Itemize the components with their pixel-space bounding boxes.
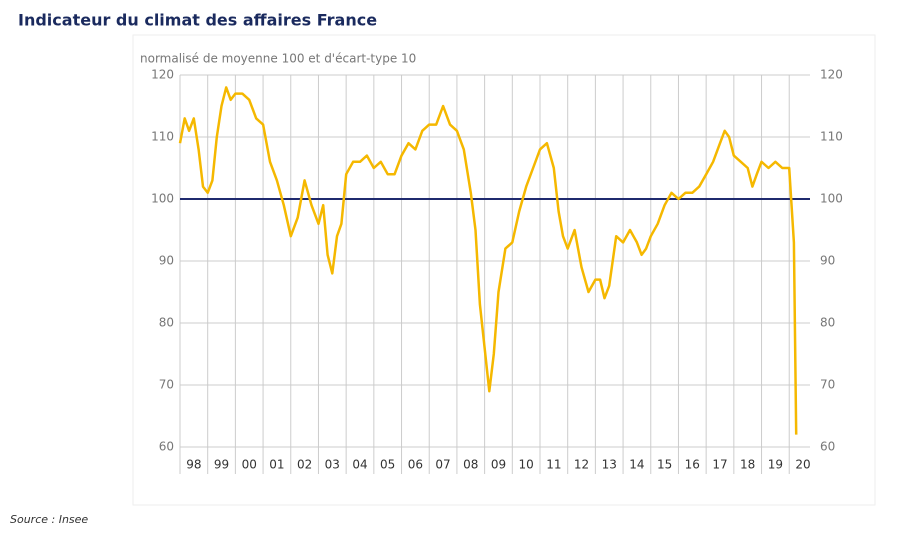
x-tick-label: 06 [408,458,423,472]
x-tick-label: 12 [574,458,589,472]
x-tick-label: 14 [629,458,644,472]
x-tick-label: 00 [242,458,257,472]
x-tick-label: 07 [435,458,450,472]
x-tick-label: 09 [491,458,506,472]
chart-subtitle: normalisé de moyenne 100 et d'écart-type… [140,52,416,66]
x-tick-label: 08 [463,458,478,472]
x-tick-label: 01 [269,458,284,472]
x-tick-label: 11 [546,458,561,472]
x-tick-label: 20 [795,458,810,472]
y2-tick-label: 60 [820,440,835,454]
y-tick-label: 110 [151,130,174,144]
x-tick-label: 19 [768,458,783,472]
x-tick-label: 99 [214,458,229,472]
y-tick-label: 70 [159,378,174,392]
y-tick-label: 60 [159,440,174,454]
x-tick-label: 18 [740,458,755,472]
chart-title: Indicateur du climat des affaires France [18,11,377,30]
y2-tick-label: 120 [820,68,843,82]
source: Source : Insee [10,513,88,526]
y-tick-label: 90 [159,254,174,268]
y-tick-label: 80 [159,316,174,330]
x-tick-label: 17 [712,458,727,472]
y-tick-label: 100 [151,192,174,206]
x-tick-label: 03 [325,458,340,472]
x-tick-label: 04 [352,458,367,472]
x-tick-label: 15 [657,458,672,472]
x-tick-label: 16 [685,458,700,472]
chart-panel [132,34,876,506]
x-tick-label: 98 [186,458,201,472]
y-tick-label: 120 [151,68,174,82]
y2-tick-label: 110 [820,130,843,144]
x-tick-label: 05 [380,458,395,472]
x-tick-label: 10 [519,458,534,472]
y2-tick-label: 100 [820,192,843,206]
y2-tick-label: 70 [820,378,835,392]
y2-tick-label: 90 [820,254,835,268]
x-tick-label: 13 [602,458,617,472]
data-line [178,86,798,435]
x-tick-label: 02 [297,458,312,472]
y2-tick-label: 80 [820,316,835,330]
